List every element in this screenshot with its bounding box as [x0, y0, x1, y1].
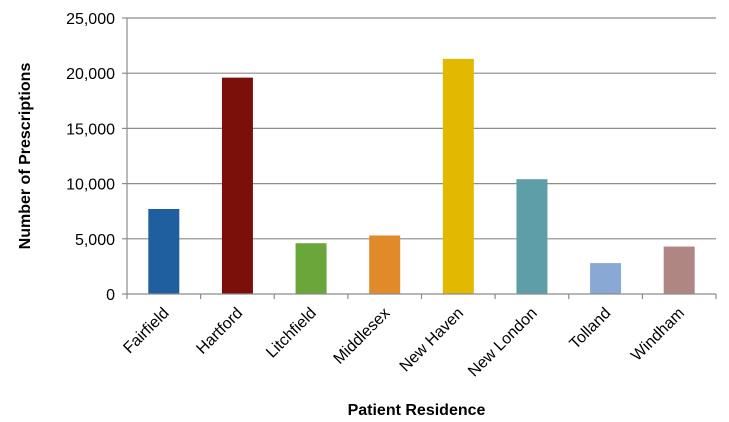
x-tick-label: New London: [465, 305, 541, 381]
bar-hartford: [221, 77, 253, 294]
x-tick-label: Litchfield: [263, 305, 320, 362]
bar-windham: [663, 246, 695, 294]
x-tick-label: Middlesex: [331, 305, 394, 368]
bar-tolland: [590, 263, 622, 294]
x-tick-label: Fairfield: [120, 305, 172, 357]
bar-new-haven: [442, 58, 474, 295]
bar-litchfield: [295, 243, 327, 294]
bar-middlesex: [369, 235, 401, 294]
x-tick-labels: Fairfield Hartford Litchfield Middlesex New …: [120, 305, 688, 381]
x-tick-label: Hartford: [193, 305, 246, 358]
gridlines: [127, 17, 716, 240]
y-axis-title: Number of Prescriptions: [17, 63, 34, 250]
bar-fairfield: [148, 208, 180, 294]
y-tick-label: 25,000: [66, 11, 115, 28]
y-tick-label: 0: [106, 287, 115, 304]
bar-new-london: [516, 179, 548, 294]
bars: [148, 58, 695, 295]
y-tick-label: 15,000: [66, 121, 115, 138]
x-tick-label: Windham: [628, 305, 688, 365]
y-tick-label: 5,000: [75, 232, 115, 249]
axes: [122, 17, 717, 299]
x-tick-label: Tolland: [567, 305, 615, 353]
x-axis-title: Patient Residence: [348, 402, 486, 419]
y-tick-label: 10,000: [66, 177, 115, 194]
y-tick-label: 20,000: [66, 66, 115, 83]
x-tick-label: New Haven: [397, 305, 468, 376]
y-tick-labels: 0 5,000 10,000 15,000 20,000 25,000: [66, 11, 115, 304]
